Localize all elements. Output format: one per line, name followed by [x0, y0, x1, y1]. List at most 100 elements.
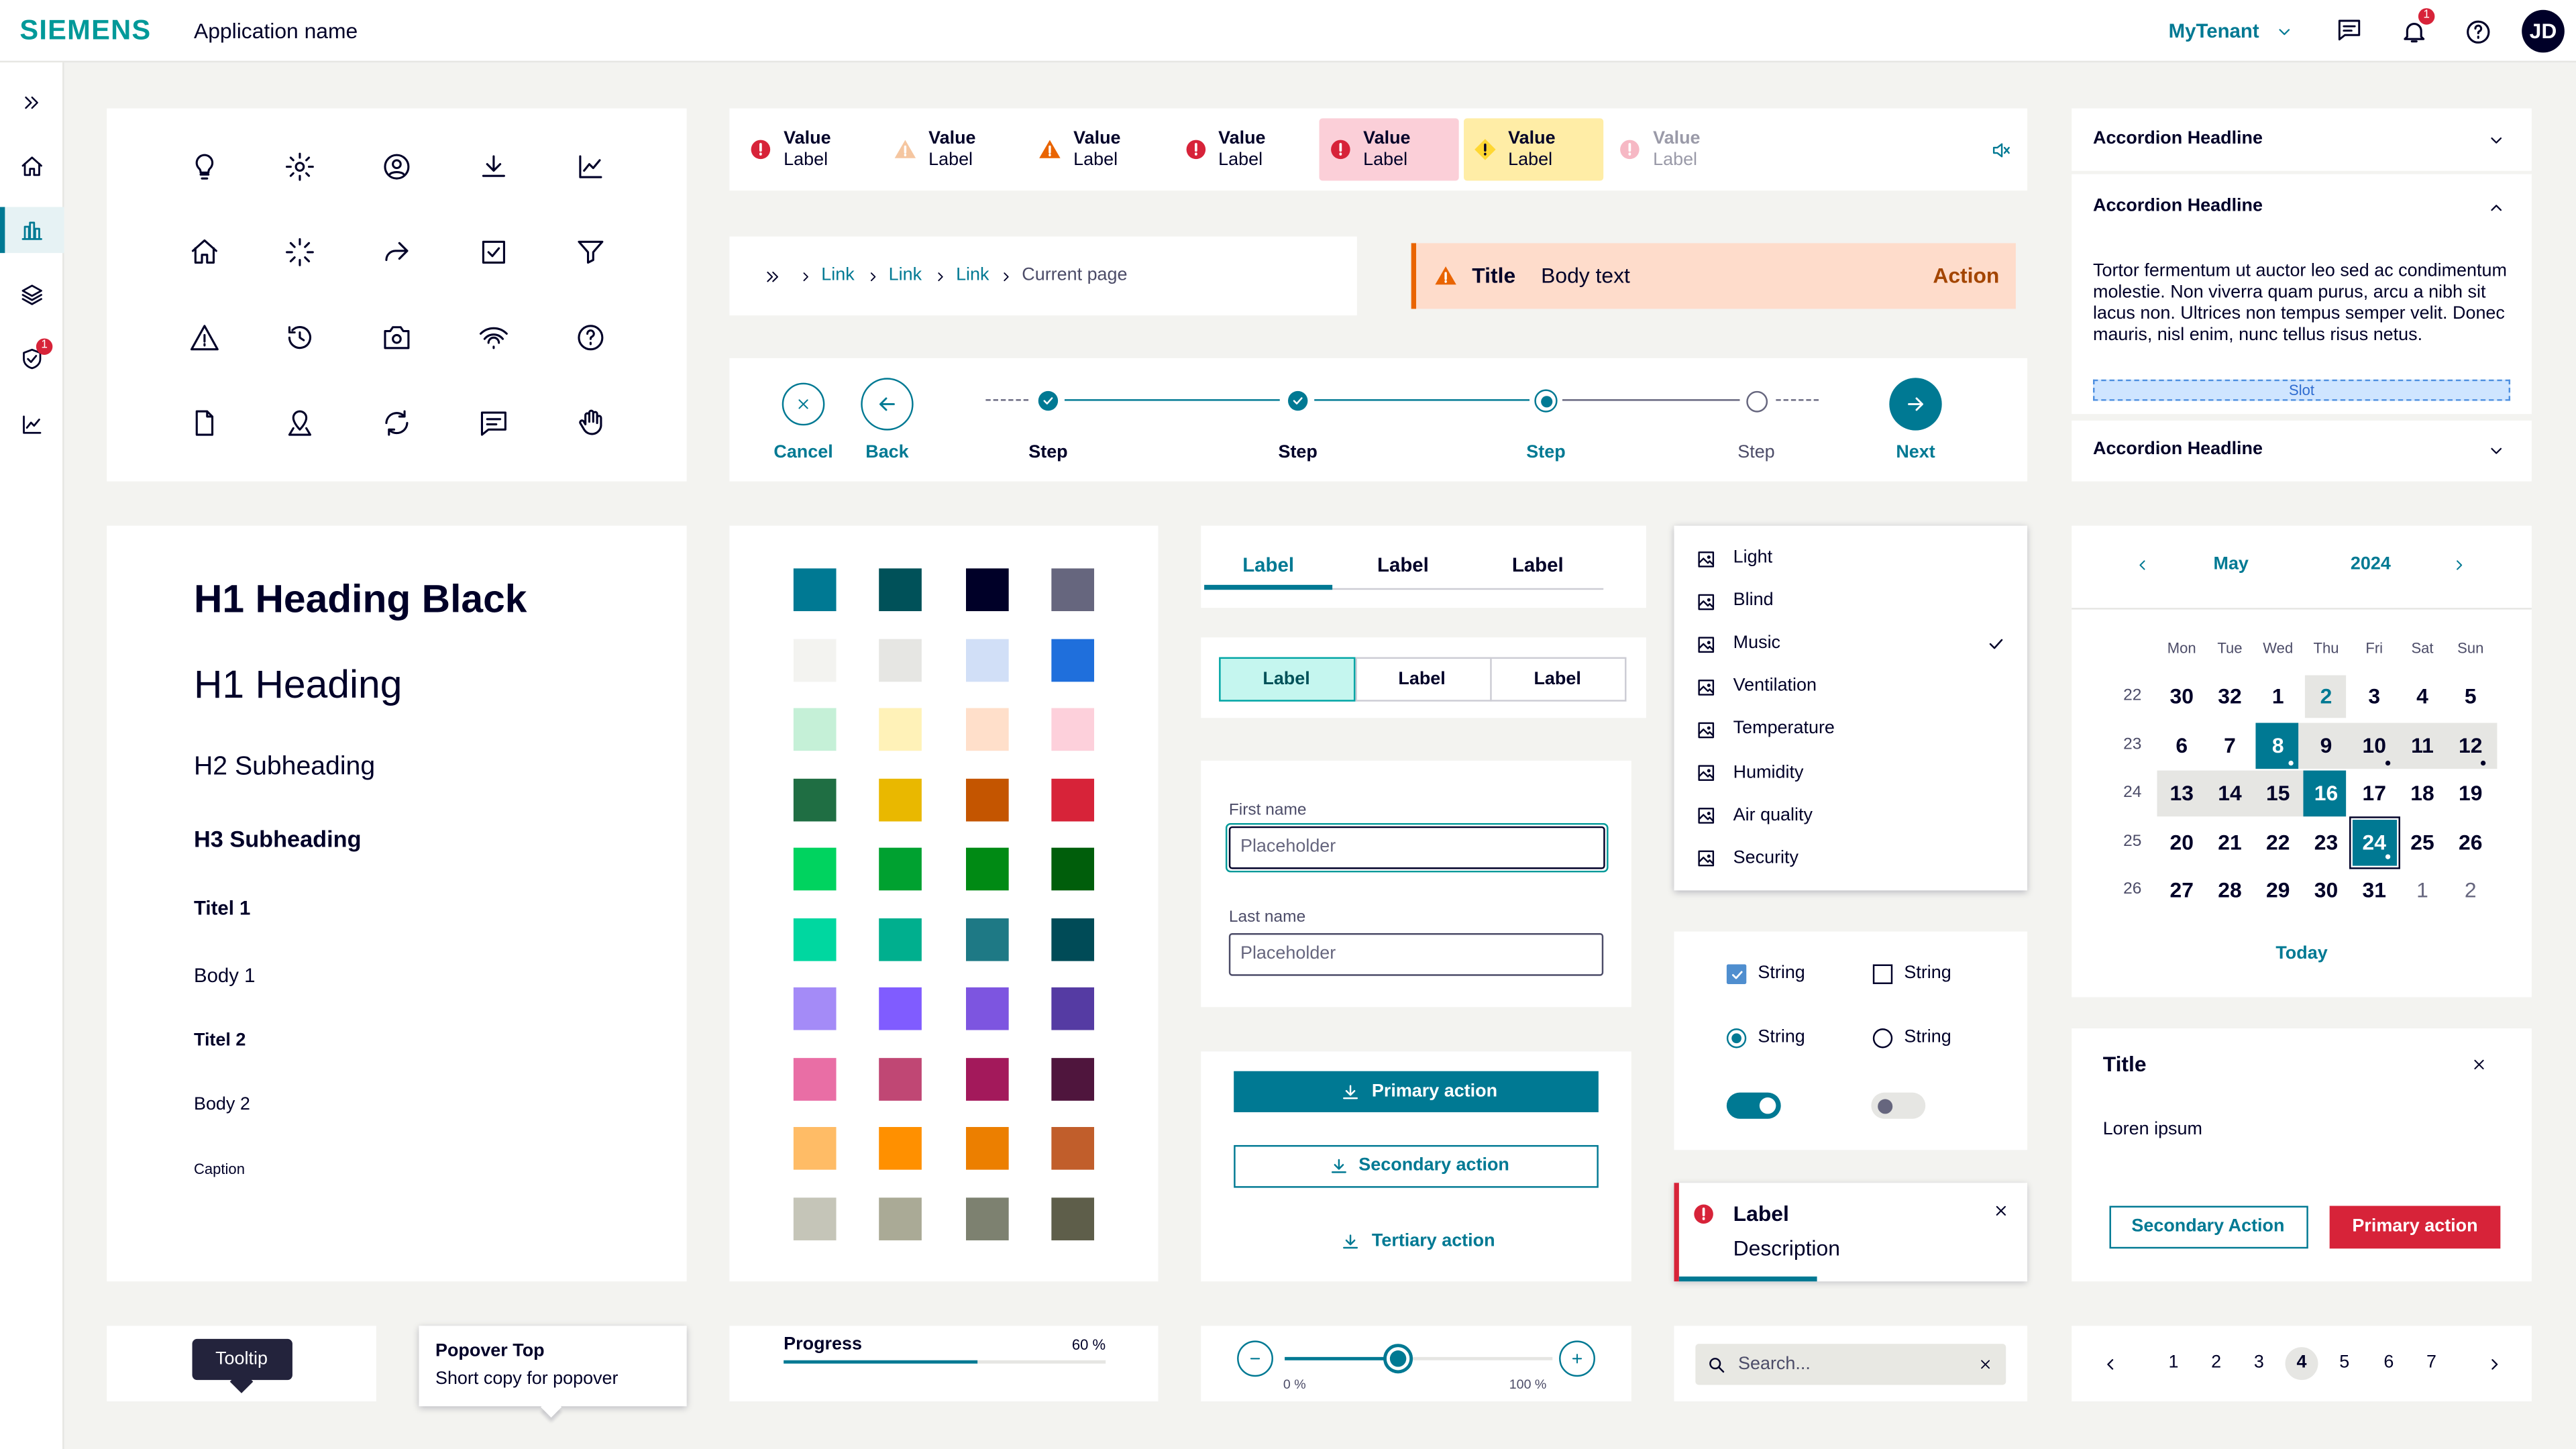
day[interactable]: 2: [2464, 877, 2477, 902]
day[interactable]: 14: [2218, 780, 2242, 806]
step-label[interactable]: Step: [1028, 442, 1068, 463]
day[interactable]: 19: [2459, 780, 2483, 806]
day[interactable]: 4: [2416, 684, 2428, 709]
tab[interactable]: Label: [1242, 553, 1294, 577]
day[interactable]: 17: [2362, 780, 2386, 806]
menu-item[interactable]: Temperature: [1733, 719, 1835, 739]
accordion-headline[interactable]: Accordion Headline: [2093, 196, 2263, 216]
day[interactable]: 13: [2169, 780, 2194, 806]
button-label[interactable]: Secondary Action: [2131, 1216, 2285, 1236]
primary-button[interactable]: [1234, 1071, 1599, 1112]
day[interactable]: 7: [2224, 732, 2236, 757]
button-label[interactable]: Secondary action: [1358, 1155, 1509, 1176]
nav-expand[interactable]: [21, 91, 42, 113]
accordion-headline[interactable]: Accordion Headline: [2093, 129, 2263, 149]
notifications-icon[interactable]: [2400, 17, 2428, 46]
menu-item[interactable]: Light: [1733, 547, 1773, 568]
menu-item[interactable]: Air quality: [1733, 805, 1813, 825]
day[interactable]: 6: [2176, 732, 2188, 757]
next-month[interactable]: [2451, 557, 2467, 573]
day[interactable]: 30: [2314, 877, 2339, 902]
accordion-chevron[interactable]: [2487, 198, 2505, 216]
nav-shield[interactable]: [19, 346, 44, 371]
page-number[interactable]: 1: [2168, 1352, 2179, 1373]
day[interactable]: 25: [2410, 829, 2434, 854]
radio[interactable]: [1726, 1028, 1747, 1049]
nav-home[interactable]: [19, 154, 44, 178]
day[interactable]: 30: [2169, 684, 2194, 709]
day[interactable]: 28: [2218, 877, 2242, 902]
menu-item[interactable]: Security: [1733, 847, 1799, 868]
accordion-chevron[interactable]: [2487, 441, 2505, 460]
menu-item[interactable]: Humidity: [1733, 762, 1804, 782]
alert-action[interactable]: Action: [1933, 263, 2000, 288]
mute-icon[interactable]: [1990, 139, 2012, 160]
segment[interactable]: Label: [1398, 668, 1446, 688]
day[interactable]: 23: [2314, 829, 2339, 854]
page-next[interactable]: [2485, 1354, 2503, 1373]
segment[interactable]: Label: [1534, 668, 1581, 688]
modal-close[interactable]: [2471, 1057, 2487, 1073]
day[interactable]: 26: [2459, 829, 2483, 854]
tertiary-icon[interactable]: [1340, 1232, 1360, 1252]
day[interactable]: 1: [2416, 877, 2428, 902]
avatar-initials[interactable]: JD: [2529, 18, 2557, 44]
menu-item[interactable]: Ventilation: [1733, 676, 1817, 696]
day[interactable]: 3: [2368, 684, 2381, 709]
menu-item[interactable]: Music: [1733, 633, 1781, 653]
button-label[interactable]: Tertiary action: [1371, 1231, 1495, 1251]
day[interactable]: 12: [2459, 732, 2483, 757]
day[interactable]: 16: [2314, 780, 2339, 806]
day[interactable]: 31: [2362, 877, 2386, 902]
day[interactable]: 10: [2362, 732, 2386, 757]
day[interactable]: 27: [2169, 877, 2194, 902]
nav-layers[interactable]: [19, 282, 44, 307]
menu-item[interactable]: Blind: [1733, 590, 1774, 610]
breadcrumb-link[interactable]: Link: [821, 265, 855, 285]
cancel-label[interactable]: Cancel: [773, 442, 833, 463]
month[interactable]: May: [2213, 554, 2249, 574]
day[interactable]: 24: [2362, 829, 2386, 854]
day[interactable]: 1: [2271, 684, 2284, 709]
breadcrumb-link[interactable]: Link: [956, 265, 989, 285]
help-icon[interactable]: [2463, 17, 2491, 46]
accordion-chevron[interactable]: [2487, 131, 2505, 149]
year[interactable]: 2024: [2350, 554, 2391, 574]
prev-month[interactable]: [2134, 557, 2150, 573]
accordion-headline[interactable]: Accordion Headline: [2093, 439, 2263, 460]
day[interactable]: 22: [2266, 829, 2290, 854]
step-label[interactable]: Step: [1526, 442, 1566, 463]
step-label[interactable]: Step: [1737, 442, 1775, 463]
tenant-switcher[interactable]: MyTenant: [2168, 19, 2259, 43]
primary-button[interactable]: [2329, 1205, 2501, 1249]
day[interactable]: 2: [2320, 684, 2332, 709]
tab[interactable]: Label: [1511, 553, 1564, 577]
checkbox[interactable]: [1726, 964, 1747, 984]
input[interactable]: [1228, 826, 1605, 869]
page-number[interactable]: 6: [2383, 1352, 2394, 1373]
messages-icon[interactable]: [2336, 16, 2362, 42]
day[interactable]: 20: [2169, 829, 2194, 854]
radio[interactable]: [1872, 1028, 1893, 1049]
page-number[interactable]: 3: [2253, 1352, 2264, 1373]
page-number[interactable]: 5: [2339, 1352, 2350, 1373]
search-box[interactable]: [1695, 1344, 2006, 1385]
day[interactable]: 11: [2411, 732, 2434, 757]
checkbox[interactable]: [1872, 964, 1893, 984]
day[interactable]: 18: [2410, 780, 2434, 806]
day[interactable]: 21: [2218, 829, 2242, 854]
day[interactable]: 32: [2218, 684, 2242, 709]
page-number[interactable]: 4: [2296, 1352, 2307, 1373]
day[interactable]: 9: [2320, 732, 2332, 757]
back-label[interactable]: Back: [865, 442, 909, 463]
page-prev[interactable]: [2100, 1354, 2118, 1373]
next-label[interactable]: Next: [1896, 442, 1935, 463]
input[interactable]: [1228, 933, 1604, 976]
step-label[interactable]: Step: [1278, 442, 1318, 463]
toast-close[interactable]: [1993, 1203, 2009, 1219]
breadcrumb-link[interactable]: Link: [888, 265, 922, 285]
nav-dashboard[interactable]: [19, 217, 44, 242]
day[interactable]: 15: [2266, 780, 2290, 806]
button-label[interactable]: Primary action: [1371, 1081, 1498, 1101]
search-clear[interactable]: [1977, 1357, 1992, 1372]
